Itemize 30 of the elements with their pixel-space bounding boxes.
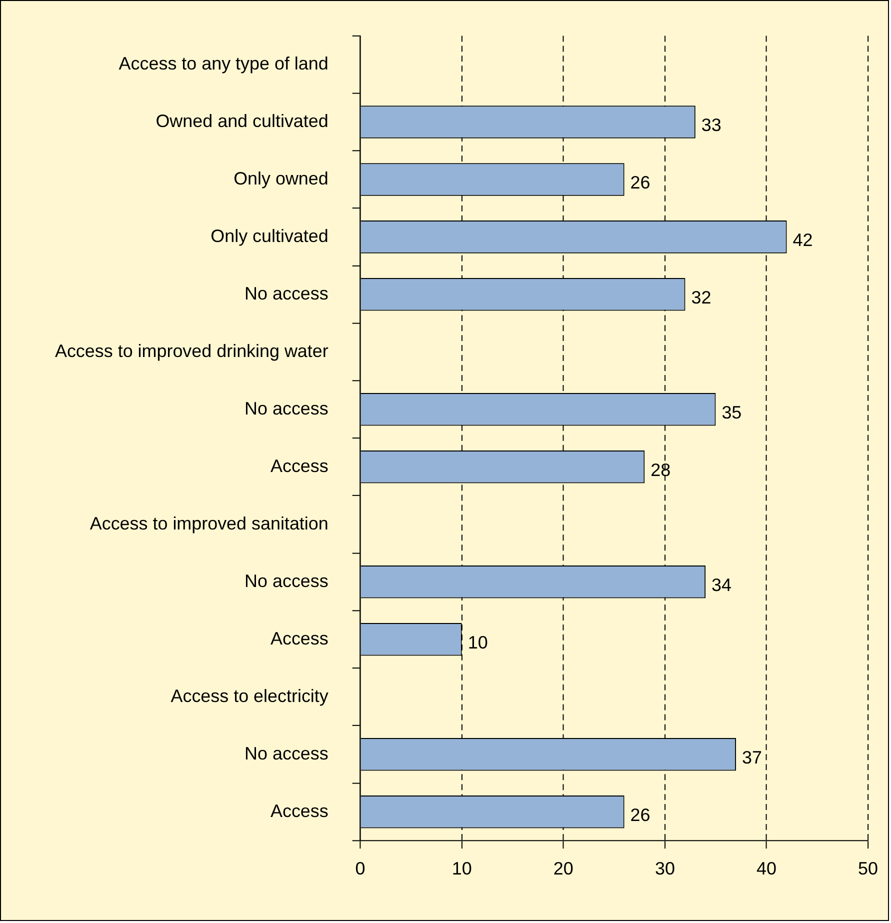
x-tick-label: 40 xyxy=(756,858,776,878)
data-label: 34 xyxy=(712,574,732,595)
y-tick-label: Access to improved drinking water xyxy=(54,340,328,361)
x-tick-label: 30 xyxy=(654,858,675,878)
x-tick-label: 0 xyxy=(355,858,366,878)
data-label: 10 xyxy=(468,632,488,652)
data-label: 33 xyxy=(701,114,722,135)
y-tick-label: No access xyxy=(244,398,328,418)
x-tick-label: 50 xyxy=(858,858,878,878)
y-tick-label: Access to improved sanitation xyxy=(90,513,328,534)
y-tick-label: Access to any type of land xyxy=(118,53,328,74)
y-tick-label: No access xyxy=(244,283,328,304)
y-tick-label: Access xyxy=(270,800,328,821)
data-label: 42 xyxy=(792,230,813,250)
y-tick-label: Only cultivated xyxy=(210,226,328,246)
x-tick-label: 20 xyxy=(553,858,574,878)
data-label: 26 xyxy=(630,804,650,825)
data-label: 35 xyxy=(722,402,742,422)
x-tick-label: 10 xyxy=(452,858,472,878)
data-label: 32 xyxy=(691,287,712,308)
y-tick-label: No access xyxy=(244,743,328,764)
y-tick-label: Only owned xyxy=(234,168,328,188)
y-tick-label: Access xyxy=(270,628,328,648)
data-label: 28 xyxy=(650,460,671,480)
data-label: 26 xyxy=(630,172,650,192)
y-tick-label: No access xyxy=(244,570,328,591)
data-label: 37 xyxy=(742,747,762,768)
y-tick-label: Access xyxy=(270,456,328,476)
y-tick-label: Access to electricity xyxy=(170,686,328,706)
y-tick-label: Owned and cultivated xyxy=(156,110,328,131)
